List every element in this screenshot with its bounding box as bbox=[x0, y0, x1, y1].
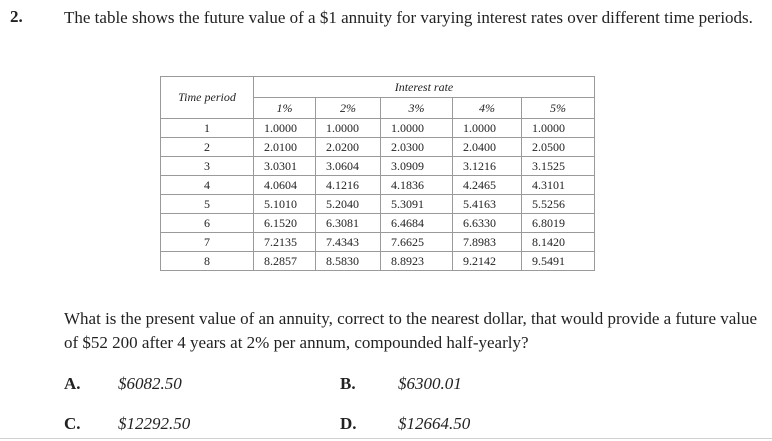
value-cell: 4.3101 bbox=[521, 175, 595, 195]
value-cell: 2.0100 bbox=[253, 137, 316, 157]
bottom-divider bbox=[0, 438, 772, 439]
value-cell: 3.0909 bbox=[380, 156, 453, 176]
question-intro: The table shows the future value of a $1… bbox=[64, 8, 753, 27]
interest-rate-header: Interest rate bbox=[253, 76, 595, 98]
table-row: 3 3.0301 3.0604 3.0909 3.1216 3.1525 bbox=[160, 156, 595, 176]
value-cell: 3.1216 bbox=[452, 156, 522, 176]
table-header-row: Time period Interest rate bbox=[160, 76, 595, 119]
rate-header: 3% bbox=[380, 97, 453, 119]
period-cell: 7 bbox=[160, 232, 254, 252]
value-cell: 3.0301 bbox=[253, 156, 316, 176]
value-cell: 1.0000 bbox=[253, 118, 316, 138]
option-text: $12664.50 bbox=[398, 414, 471, 433]
table-row: 8 8.2857 8.5830 8.8923 9.2142 9.5491 bbox=[160, 251, 595, 271]
value-cell: 4.1216 bbox=[315, 175, 381, 195]
period-cell: 6 bbox=[160, 213, 254, 233]
value-cell: 7.2135 bbox=[253, 232, 316, 252]
value-cell: 1.0000 bbox=[315, 118, 381, 138]
value-cell: 1.0000 bbox=[521, 118, 595, 138]
period-cell: 8 bbox=[160, 251, 254, 271]
rate-header: 4% bbox=[452, 97, 522, 119]
annuity-table: Time period Interest rate 1% 2% 3% 4% 5%… bbox=[160, 76, 595, 271]
option-text: $6300.01 bbox=[398, 374, 462, 393]
value-cell: 2.0500 bbox=[521, 137, 595, 157]
value-cell: 5.3091 bbox=[380, 194, 453, 214]
value-cell: 9.2142 bbox=[452, 251, 522, 271]
option-label: D. bbox=[340, 414, 357, 433]
period-cell: 1 bbox=[160, 118, 254, 138]
value-cell: 3.1525 bbox=[521, 156, 595, 176]
period-cell: 5 bbox=[160, 194, 254, 214]
rate-header: 2% bbox=[315, 97, 381, 119]
period-cell: 4 bbox=[160, 175, 254, 195]
value-cell: 4.1836 bbox=[380, 175, 453, 195]
value-cell: 7.6625 bbox=[380, 232, 453, 252]
value-cell: 6.4684 bbox=[380, 213, 453, 233]
value-cell: 5.2040 bbox=[315, 194, 381, 214]
rates-header-row: 1% 2% 3% 4% 5% bbox=[161, 97, 595, 119]
question-number: 2. bbox=[10, 7, 23, 26]
table-row: 7 7.2135 7.4343 7.6625 7.8983 8.1420 bbox=[160, 232, 595, 252]
value-cell: 6.1520 bbox=[253, 213, 316, 233]
table-row: 1 1.0000 1.0000 1.0000 1.0000 1.0000 bbox=[160, 118, 595, 138]
value-cell: 3.0604 bbox=[315, 156, 381, 176]
value-cell: 7.4343 bbox=[315, 232, 381, 252]
value-cell: 8.8923 bbox=[380, 251, 453, 271]
table-row: 6 6.1520 6.3081 6.4684 6.6330 6.8019 bbox=[160, 213, 595, 233]
table-row: 5 5.1010 5.2040 5.3091 5.4163 5.5256 bbox=[160, 194, 595, 214]
value-cell: 5.5256 bbox=[521, 194, 595, 214]
value-cell: 2.0300 bbox=[380, 137, 453, 157]
value-cell: 4.2465 bbox=[452, 175, 522, 195]
time-period-header: Time period bbox=[160, 76, 254, 119]
value-cell: 1.0000 bbox=[380, 118, 453, 138]
period-cell: 2 bbox=[160, 137, 254, 157]
value-cell: 6.6330 bbox=[452, 213, 522, 233]
value-cell: 4.0604 bbox=[253, 175, 316, 195]
value-cell: 8.5830 bbox=[315, 251, 381, 271]
question-text: What is the present value of an annuity,… bbox=[64, 309, 758, 352]
option-label: C. bbox=[64, 414, 81, 433]
table-row: 2 2.0100 2.0200 2.0300 2.0400 2.0500 bbox=[160, 137, 595, 157]
value-cell: 9.5491 bbox=[521, 251, 595, 271]
value-cell: 8.2857 bbox=[253, 251, 316, 271]
rate-header: 5% bbox=[521, 97, 595, 119]
future-value-table: Time period Interest rate 1% 2% 3% 4% 5%… bbox=[160, 76, 595, 271]
option-label: A. bbox=[64, 374, 81, 393]
rate-header: 1% bbox=[253, 97, 316, 119]
value-cell: 2.0400 bbox=[452, 137, 522, 157]
period-cell: 3 bbox=[160, 156, 254, 176]
value-cell: 2.0200 bbox=[315, 137, 381, 157]
option-label: B. bbox=[340, 374, 356, 393]
value-cell: 6.3081 bbox=[315, 213, 381, 233]
value-cell: 1.0000 bbox=[452, 118, 522, 138]
option-text: $6082.50 bbox=[118, 374, 182, 393]
value-cell: 7.8983 bbox=[452, 232, 522, 252]
value-cell: 5.1010 bbox=[253, 194, 316, 214]
table-row: 4 4.0604 4.1216 4.1836 4.2465 4.3101 bbox=[160, 175, 595, 195]
value-cell: 5.4163 bbox=[452, 194, 522, 214]
value-cell: 8.1420 bbox=[521, 232, 595, 252]
option-text: $12292.50 bbox=[118, 414, 191, 433]
value-cell: 6.8019 bbox=[521, 213, 595, 233]
